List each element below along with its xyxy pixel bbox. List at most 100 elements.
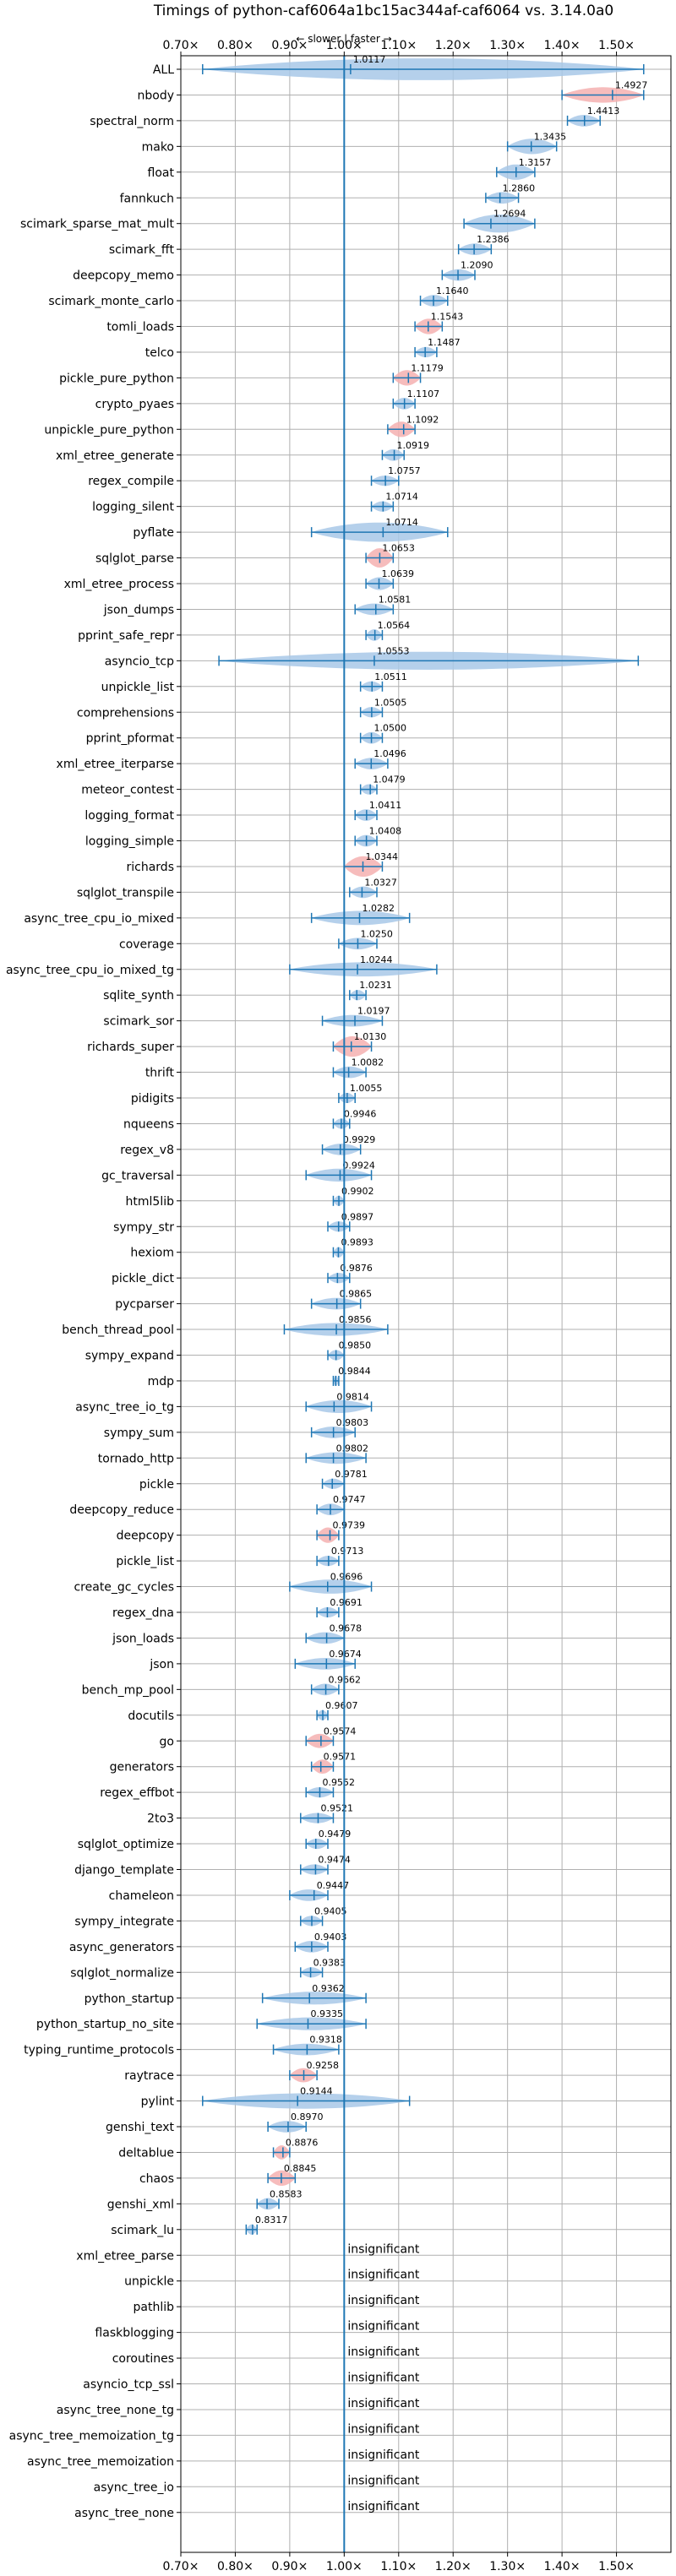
benchmark-label: logging_format xyxy=(84,809,174,823)
benchmark-label: xml_etree_parse xyxy=(76,2249,174,2263)
benchmark-row: 0.9405 xyxy=(300,1905,346,1927)
value-label: 0.9893 xyxy=(341,1237,373,1248)
benchmark-row: 0.9747 xyxy=(316,1494,366,1516)
x-tick-label-top: 1.30× xyxy=(489,39,526,52)
benchmark-row: 1.0581 xyxy=(354,594,412,616)
benchmark-label: float xyxy=(148,166,175,180)
value-label: 1.0553 xyxy=(377,645,410,656)
benchmark-row: 1.0344 xyxy=(343,851,398,878)
benchmark-label: meteor_contest xyxy=(81,784,174,797)
value-label: 1.0411 xyxy=(369,800,402,811)
value-label: 1.0479 xyxy=(373,774,406,785)
benchmark-label: crypto_pyaes xyxy=(95,398,174,411)
value-label: 0.9902 xyxy=(341,1186,374,1197)
benchmark-label: richards xyxy=(127,861,175,874)
insignificant-label: insignificant xyxy=(347,2294,420,2307)
benchmark-row: 1.2386 xyxy=(457,234,510,255)
benchmark-label: async_tree_cpu_io_mixed xyxy=(24,912,174,926)
benchmark-row: 1.0564 xyxy=(365,620,411,641)
benchmark-row: 1.0714 xyxy=(310,517,449,542)
value-label: 0.9447 xyxy=(317,1880,350,1891)
benchmark-row: 0.9696 xyxy=(289,1572,373,1594)
benchmark-label: tomli_loads xyxy=(106,321,174,334)
benchmark-label: pycparser xyxy=(115,1298,174,1312)
value-label: 0.9335 xyxy=(310,2008,343,2019)
benchmark-label: docutils xyxy=(128,1709,174,1723)
insignificant-label: insignificant xyxy=(347,2269,420,2282)
value-label: 0.9747 xyxy=(333,1494,366,1505)
value-label: 0.9574 xyxy=(324,1725,357,1736)
benchmark-row: 0.9607 xyxy=(316,1700,358,1720)
benchmark-row: 0.9946 xyxy=(332,1108,376,1129)
benchmark-row: 0.9893 xyxy=(332,1237,373,1258)
value-label: 1.0919 xyxy=(397,440,430,451)
value-label: 1.2860 xyxy=(503,182,536,193)
value-label: 1.0581 xyxy=(379,594,412,605)
value-label: 1.0714 xyxy=(385,517,418,528)
benchmark-label: asyncio_tcp_ssl xyxy=(83,2378,174,2392)
benchmark-row: 1.0479 xyxy=(359,774,406,795)
benchmark-row: 0.9403 xyxy=(294,1932,346,1953)
benchmark-row: 1.0231 xyxy=(349,980,392,1001)
benchmark-label: unpickle xyxy=(124,2275,174,2289)
benchmark-row: 1.0639 xyxy=(365,568,414,590)
benchmark-label: genshi_text xyxy=(106,2121,175,2134)
value-label: 0.9521 xyxy=(320,1803,353,1814)
value-label: 1.0197 xyxy=(357,1006,390,1017)
benchmark-row: 1.0117 xyxy=(202,54,645,80)
benchmark-label: bench_thread_pool xyxy=(62,1323,174,1337)
benchmark-label: pickle xyxy=(139,1478,174,1492)
benchmark-label: json xyxy=(149,1658,174,1671)
value-label: 1.2386 xyxy=(477,234,510,245)
benchmark-label: nqueens xyxy=(123,1117,174,1131)
benchmark-row: 0.9814 xyxy=(305,1391,373,1413)
x-tick-label-bottom: 0.70× xyxy=(163,2560,199,2573)
benchmark-label: comprehensions xyxy=(77,706,174,720)
insignificant-label: insignificant xyxy=(347,2474,420,2487)
x-tick-label-top: 1.20× xyxy=(435,39,472,52)
benchmark-row: 1.1179 xyxy=(392,362,444,386)
benchmark-row: 1.3157 xyxy=(496,157,551,180)
value-label: 1.0505 xyxy=(374,697,407,708)
benchmark-label: json_loads xyxy=(112,1632,174,1645)
value-label: 1.0082 xyxy=(352,1057,384,1068)
value-label: 1.0408 xyxy=(369,826,402,837)
benchmark-row: 1.0130 xyxy=(332,1031,386,1057)
value-label: 1.4927 xyxy=(615,79,648,90)
x-tick-label-top: 0.80× xyxy=(217,39,254,52)
benchmark-label: hexiom xyxy=(130,1247,174,1260)
benchmark-row: 1.0082 xyxy=(332,1057,384,1079)
value-label: 0.9607 xyxy=(325,1700,358,1711)
benchmark-label: genshi_xml xyxy=(107,2198,174,2211)
value-label: 1.0564 xyxy=(378,620,411,631)
insignificant-label: insignificant xyxy=(347,2372,420,2385)
insignificant-label: insignificant xyxy=(347,2320,420,2334)
benchmark-row: 1.1640 xyxy=(419,285,469,307)
benchmark-label: coverage xyxy=(119,937,174,951)
benchmark-row: 1.2090 xyxy=(441,260,493,281)
x-tick-label-top: 1.50× xyxy=(598,39,635,52)
benchmark-row: 0.9479 xyxy=(305,1829,351,1850)
plot-frame xyxy=(180,55,672,2553)
benchmark-label: coroutines xyxy=(112,2352,174,2366)
benchmark-row: 1.0500 xyxy=(359,723,406,744)
value-label: 1.0511 xyxy=(374,671,407,682)
benchmark-label: sqlglot_optimize xyxy=(78,1838,174,1851)
value-label: 0.9144 xyxy=(300,2086,333,2097)
benchmark-label: go xyxy=(160,1735,174,1748)
benchmark-row: 1.0327 xyxy=(349,877,397,899)
benchmark-label: deepcopy_memo xyxy=(73,269,174,283)
benchmark-label: html5lib xyxy=(126,1195,175,1209)
benchmark-row: 1.1107 xyxy=(392,389,439,410)
benchmark-label: pidigits xyxy=(131,1092,174,1106)
benchmark-row: 1.0653 xyxy=(365,543,415,568)
benchmark-label: sqlglot_parse xyxy=(95,552,174,566)
benchmark-row: 1.3435 xyxy=(506,131,566,155)
benchmark-label: pickle_list xyxy=(116,1555,174,1568)
benchmark-row: 0.9335 xyxy=(256,2008,367,2030)
benchmark-label: pickle_dict xyxy=(112,1272,175,1285)
insignificant-label: insignificant xyxy=(347,2448,420,2462)
benchmark-label: typing_runtime_protocols xyxy=(24,2044,174,2057)
benchmark-row: 1.0919 xyxy=(381,440,430,461)
value-label: 0.9691 xyxy=(330,1597,363,1608)
